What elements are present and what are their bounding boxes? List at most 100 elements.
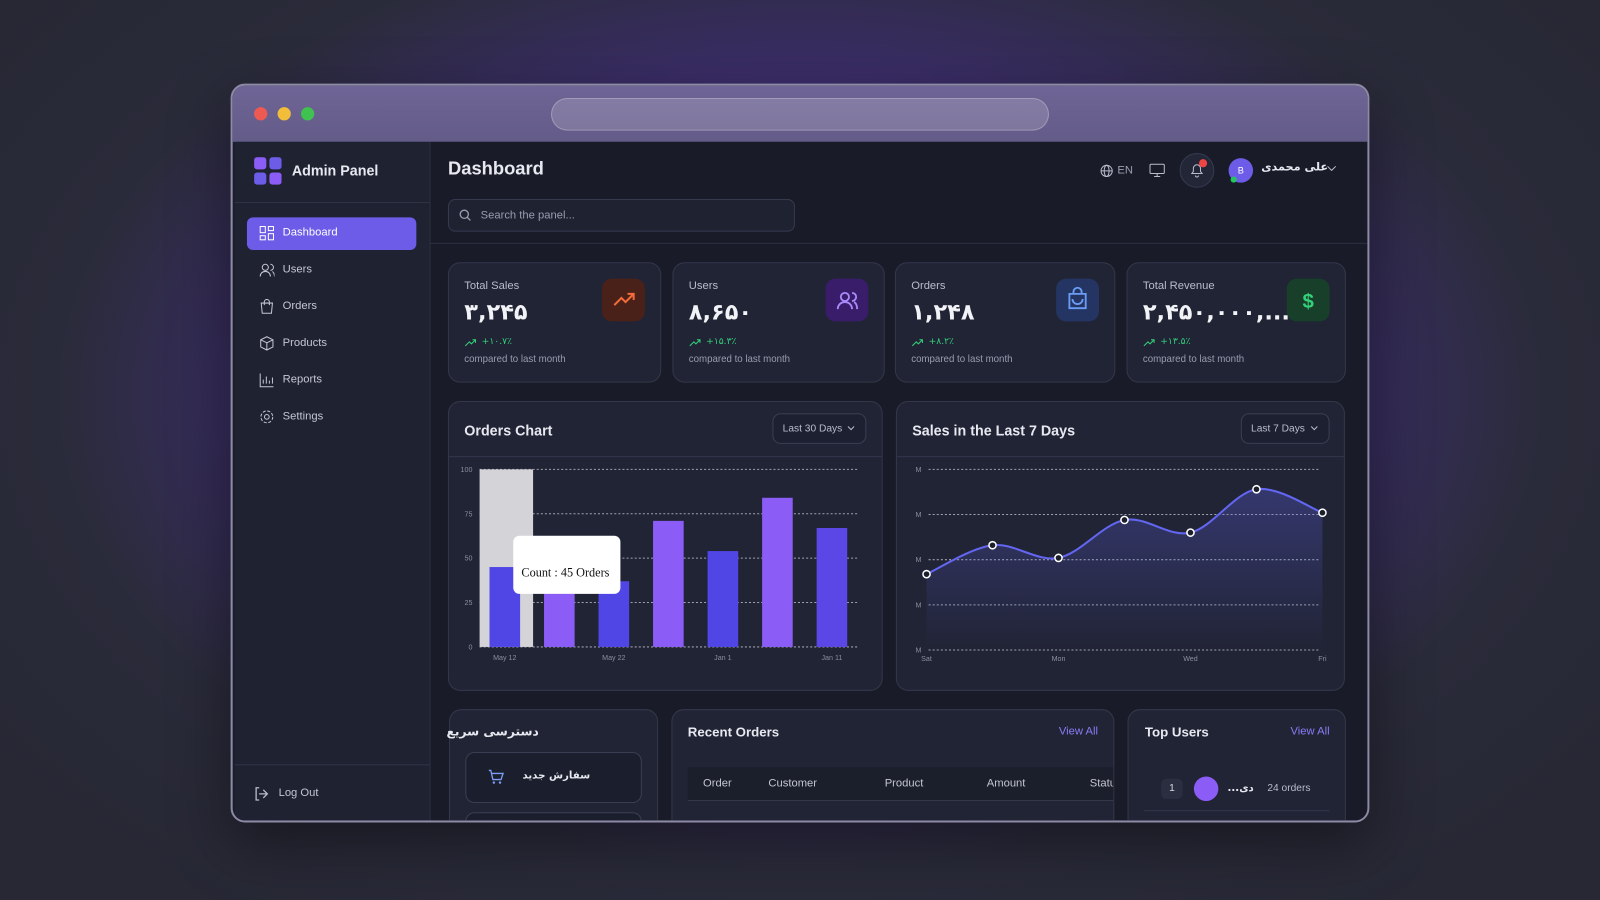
cart-icon	[488, 769, 504, 784]
range-label: Last 7 Days	[1251, 423, 1305, 435]
browser-window: Admin Panel Dashboard Users Orders Products…	[230, 83, 1370, 823]
column-header: Amount	[986, 777, 1026, 790]
chevron	[847, 426, 855, 431]
language-label: EN	[1117, 164, 1133, 177]
icon	[1068, 286, 1087, 310]
divider	[448, 456, 882, 458]
column-header: Product	[884, 777, 924, 790]
range-label: Last 30 Days	[782, 423, 843, 435]
nav-item[interactable]: Settings	[247, 401, 416, 434]
divider	[1143, 810, 1330, 812]
stat-label: Orders	[911, 279, 946, 292]
minimize-button[interactable]	[277, 107, 291, 121]
display-button[interactable]	[1149, 163, 1165, 178]
sidebar: Admin Panel Dashboard Users Orders Products…	[234, 141, 431, 821]
stat-change-value: +۱۰.۷٪	[481, 336, 512, 347]
stat-icon	[602, 278, 645, 322]
nav-item[interactable]: Orders	[247, 291, 416, 324]
stat-value: ۳,۲۴۵	[464, 299, 528, 326]
column-header: Status	[1089, 777, 1113, 790]
nav-label: Reports	[282, 373, 322, 386]
trend-icon	[911, 339, 923, 347]
stat-label: Total Revenue	[1142, 279, 1215, 292]
search-icon	[459, 209, 471, 221]
stat-change: +۱۵.۳٪	[689, 337, 736, 347]
quick-action[interactable]	[465, 812, 642, 821]
nav-icon	[260, 336, 274, 351]
nav-icon	[259, 263, 275, 277]
range-dropdown[interactable]: Last 7 Days	[1240, 413, 1330, 444]
icon: $	[1302, 291, 1314, 313]
nav-label: Users	[282, 263, 312, 276]
user-name[interactable]: علی محمدی	[1261, 160, 1329, 174]
recent-orders-card: Recent Orders View All Order Customer Prod…	[671, 709, 1115, 821]
notifications-button[interactable]	[1179, 153, 1215, 188]
stat-change: +۱۰.۷٪	[464, 337, 512, 347]
search-box[interactable]: Search the panel...	[447, 198, 795, 232]
chart-title: Sales in the Last 7 Days	[912, 422, 1076, 439]
user-orders: 24 orders	[1267, 782, 1311, 794]
top-users-card: Top Users View All 1 ...دی 24 orders	[1127, 709, 1346, 821]
icon	[836, 291, 859, 310]
stat-label: Users	[688, 279, 719, 292]
search-placeholder: Search the panel...	[480, 209, 575, 222]
quick-access-card: دسترسی سریع سفارش جدید	[446, 709, 659, 821]
nav-item[interactable]: Reports	[247, 364, 416, 397]
quick-action-label: سفارش جدید	[522, 770, 591, 782]
title-bar	[232, 85, 1368, 142]
view-all-link[interactable]: View All	[1290, 725, 1330, 738]
logout-label: Log Out	[278, 786, 319, 799]
nav-label: Products	[282, 336, 327, 349]
user-menu-chevron[interactable]	[1327, 164, 1337, 172]
stat-value: ۲,۴۵۰,۰۰۰,...	[1142, 299, 1290, 326]
stat-icon	[1056, 278, 1099, 322]
dashboard-widgets: Orders Chart Last 30 Days Sales in the L…	[431, 142, 1368, 821]
table-header: Order Customer Product Amount Status	[687, 767, 1114, 802]
range-dropdown[interactable]: Last 30 Days	[772, 413, 867, 444]
card-title: Top Users	[1144, 724, 1209, 740]
divider	[430, 242, 1368, 244]
divider	[234, 764, 430, 766]
stat-icon	[825, 278, 869, 322]
language-switch[interactable]: EN	[1098, 162, 1139, 180]
svg-text:$: $	[1302, 291, 1314, 313]
stat-card: Total Sales ۳,۲۴۵ +۱۰.۷٪ compared to last m…	[447, 262, 662, 383]
stat-card: Orders ۱,۲۴۸ +۸.۲٪ compared to last month	[894, 262, 1116, 383]
view-all-link[interactable]: View All	[1058, 725, 1098, 738]
trend-icon	[689, 339, 701, 347]
stat-note: compared to last month	[1142, 354, 1245, 366]
stat-change: +۱۳.۵٪	[1143, 337, 1191, 347]
stat-card: Users ۸,۶۵۰ +۱۵.۳٪ compared to last month	[672, 262, 885, 383]
card-title: دسترسی سریع	[446, 724, 539, 739]
card-title: Recent Orders	[687, 724, 780, 740]
brand-name: Admin Panel	[291, 162, 379, 179]
nav-label: Settings	[282, 410, 324, 423]
nav-label: Dashboard	[282, 226, 338, 239]
maximize-button[interactable]	[301, 107, 315, 121]
online-indicator	[1230, 176, 1237, 183]
bell-icon	[1190, 164, 1204, 178]
stat-label: Total Sales	[464, 279, 520, 292]
stat-change: +۸.۲٪	[911, 337, 954, 347]
stat-note: compared to last month	[911, 354, 1013, 366]
chart-title: Orders Chart	[464, 422, 553, 439]
user-name: ...دی	[1227, 782, 1254, 794]
notification-badge	[1198, 159, 1208, 168]
trend-icon	[464, 339, 477, 347]
nav-item[interactable]: Users	[247, 254, 416, 287]
nav-item[interactable]: Products	[247, 328, 416, 361]
quick-action[interactable]: سفارش جدید	[465, 752, 642, 804]
address-bar[interactable]	[551, 97, 1049, 131]
logout-button[interactable]: Log Out	[253, 783, 375, 805]
main-content: Dashboard Search the panel... EN B علی م…	[430, 141, 1368, 821]
close-button[interactable]	[254, 107, 268, 121]
divider	[896, 456, 1344, 458]
stat-value: ۸,۶۵۰	[688, 299, 753, 326]
chevron	[1310, 426, 1318, 431]
nav-label: Orders	[282, 299, 317, 313]
nav-icon	[260, 299, 274, 314]
nav-item[interactable]: Dashboard	[246, 217, 417, 250]
sales-chart-card: Sales in the Last 7 Days Last 7 Days	[895, 401, 1345, 691]
